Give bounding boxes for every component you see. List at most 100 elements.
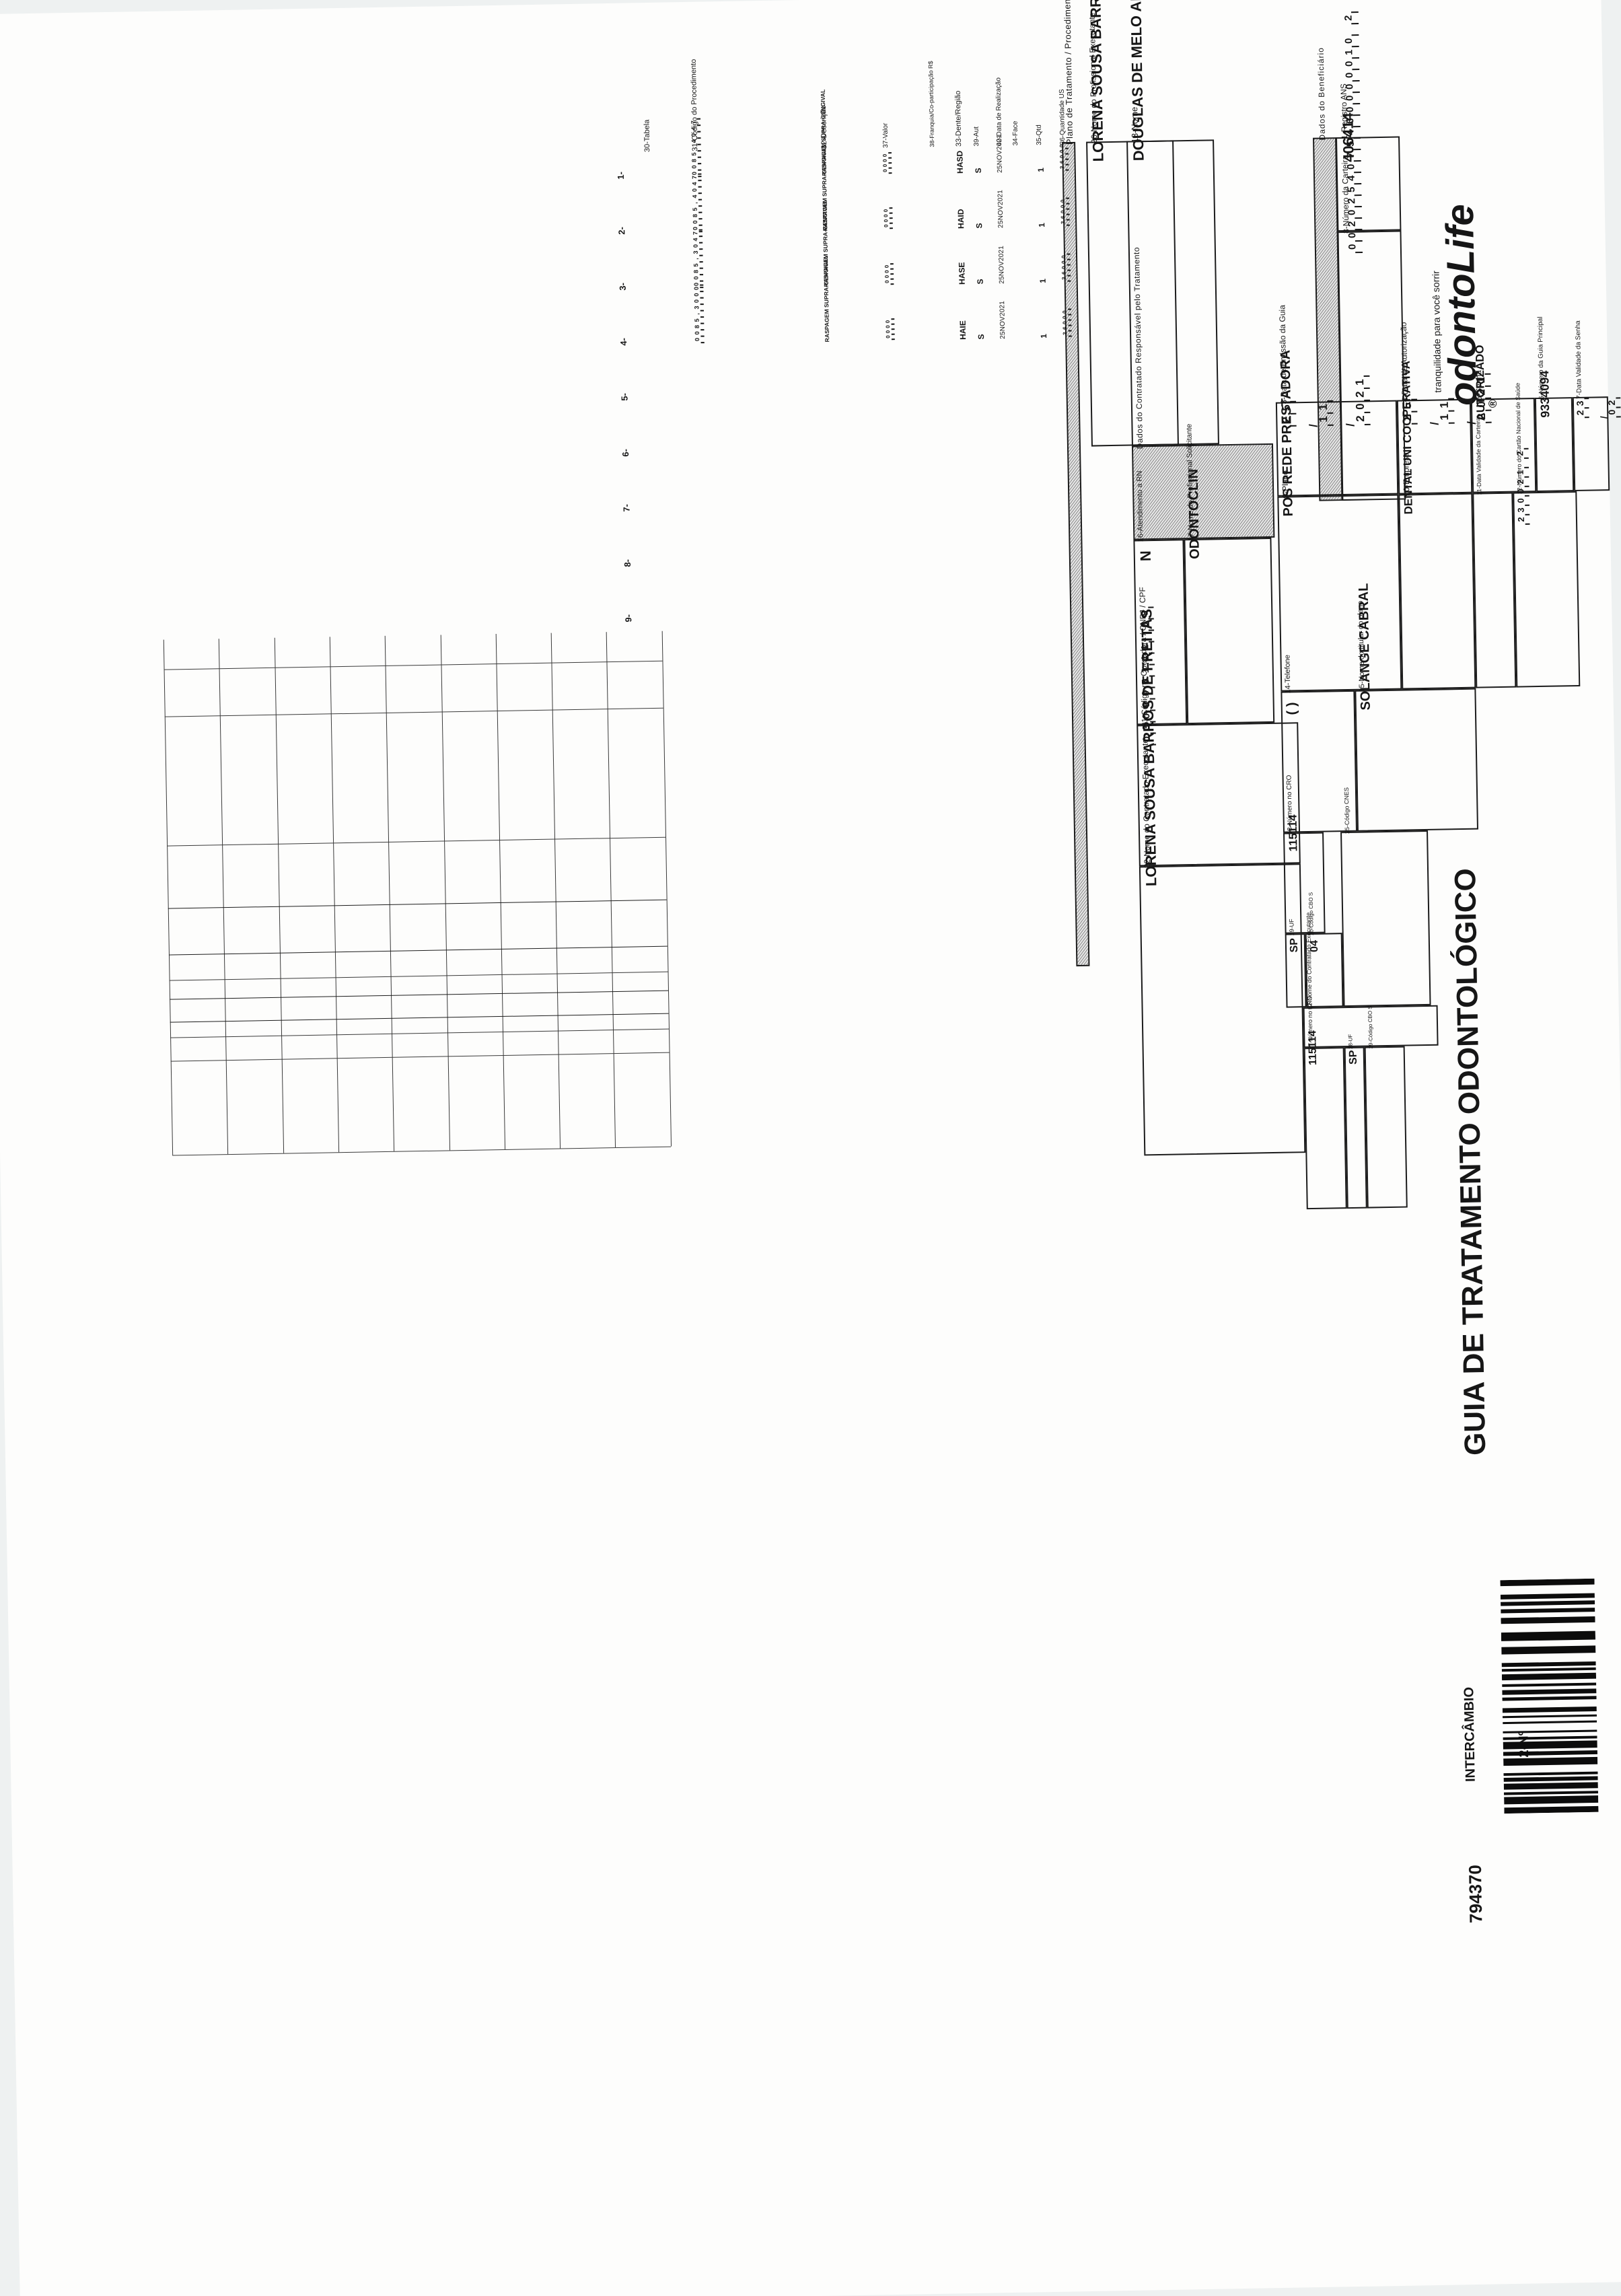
svg-text:0: 0 <box>1058 149 1065 153</box>
svg-text:3: 3 <box>1516 507 1526 512</box>
svg-text:7: 7 <box>691 176 698 179</box>
svg-text:0: 0 <box>691 188 698 192</box>
svg-text:,: , <box>692 258 699 260</box>
svg-text:2: 2 <box>1342 15 1354 21</box>
svg-text:1: 1 <box>1438 414 1451 421</box>
svg-text:0: 0 <box>1345 164 1357 170</box>
svg-text:0: 0 <box>1515 489 1525 493</box>
svg-text:0: 0 <box>1354 403 1367 410</box>
svg-text:8: 8 <box>690 159 697 162</box>
svg-text:6: 6 <box>1060 215 1066 219</box>
svg-text:0: 0 <box>1344 83 1355 89</box>
svg-text:0: 0 <box>1346 244 1358 250</box>
svg-text:0: 0 <box>885 320 891 323</box>
svg-text:0: 0 <box>885 325 891 328</box>
svg-text:3: 3 <box>692 250 699 254</box>
svg-text:1: 1 <box>1515 470 1525 474</box>
svg-text:4: 4 <box>691 195 698 199</box>
svg-text:1: 1 <box>1353 379 1366 386</box>
svg-text:0: 0 <box>1060 210 1066 213</box>
svg-text:5: 5 <box>690 152 697 155</box>
svg-text:0: 0 <box>694 338 700 341</box>
svg-text:0: 0 <box>692 244 699 248</box>
svg-text:0: 0 <box>883 214 889 217</box>
svg-text:7: 7 <box>692 231 698 235</box>
svg-text:2: 2 <box>1346 198 1357 204</box>
svg-text:7: 7 <box>690 120 696 124</box>
svg-text:5: 5 <box>692 208 698 211</box>
svg-text:1: 1 <box>1317 416 1330 423</box>
svg-text:7: 7 <box>1345 152 1357 158</box>
svg-text:0: 0 <box>693 299 700 303</box>
svg-text:6: 6 <box>1059 160 1065 164</box>
svg-text:8: 8 <box>692 270 699 273</box>
svg-text:4: 4 <box>692 238 698 241</box>
svg-text:0: 0 <box>884 275 890 278</box>
svg-text:0: 0 <box>1062 310 1068 314</box>
svg-text:6: 6 <box>1061 271 1067 274</box>
svg-text:0: 0 <box>884 279 890 283</box>
svg-text:2: 2 <box>1354 415 1367 422</box>
svg-text:4: 4 <box>1344 129 1356 135</box>
svg-text:0: 0 <box>883 209 889 212</box>
svg-text:0: 0 <box>1060 260 1067 263</box>
svg-text:4: 4 <box>690 127 697 130</box>
svg-text:0: 0 <box>1344 95 1356 101</box>
svg-text:0: 0 <box>1346 232 1358 238</box>
svg-text:8: 8 <box>694 325 700 328</box>
svg-text:3: 3 <box>1060 221 1066 224</box>
svg-text:5: 5 <box>1346 186 1357 192</box>
svg-text:0: 0 <box>1062 321 1068 324</box>
svg-text:0: 0 <box>882 159 888 162</box>
svg-text:0: 0 <box>1060 199 1066 203</box>
svg-text:0: 0 <box>1344 61 1355 67</box>
svg-text:2: 2 <box>1516 517 1526 522</box>
svg-text:0: 0 <box>692 276 699 279</box>
svg-text:,: , <box>692 203 698 205</box>
svg-text:1: 1 <box>1343 49 1355 55</box>
svg-text:0: 0 <box>1060 254 1067 258</box>
svg-text:,: , <box>690 147 697 149</box>
svg-text:2: 2 <box>1515 479 1525 484</box>
svg-text:3: 3 <box>693 306 700 309</box>
svg-text:0: 0 <box>885 330 891 333</box>
svg-text:2: 2 <box>1515 451 1525 456</box>
svg-text:0: 0 <box>1059 155 1065 158</box>
svg-text:0: 0 <box>1606 409 1617 415</box>
svg-text:5: 5 <box>692 263 699 266</box>
svg-text:0: 0 <box>882 169 888 172</box>
svg-text:1: 1 <box>1438 402 1451 408</box>
svg-text:0: 0 <box>690 133 697 137</box>
svg-text:6: 6 <box>1344 118 1356 124</box>
svg-text:0: 0 <box>1515 498 1525 503</box>
svg-text:0: 0 <box>883 219 889 222</box>
svg-text:0: 0 <box>1346 209 1357 215</box>
svg-text:0: 0 <box>884 264 890 268</box>
svg-text:0: 0 <box>882 153 888 157</box>
svg-text:0: 0 <box>694 331 700 334</box>
svg-text:0: 0 <box>1344 72 1355 78</box>
svg-text:1: 1 <box>1317 404 1330 410</box>
svg-text:0: 0 <box>693 287 700 290</box>
svg-text:5: 5 <box>694 318 700 322</box>
svg-text:0: 0 <box>1344 106 1356 112</box>
svg-text:0: 0 <box>1062 316 1068 319</box>
svg-text:0: 0 <box>882 164 888 167</box>
svg-text:3: 3 <box>1059 166 1065 169</box>
svg-text:3: 3 <box>1062 332 1068 335</box>
svg-text:6: 6 <box>1062 326 1068 330</box>
svg-text:3: 3 <box>1575 400 1585 406</box>
svg-text:4: 4 <box>690 139 697 143</box>
svg-text:0: 0 <box>884 269 890 273</box>
svg-text:0: 0 <box>885 335 891 338</box>
svg-text:0: 0 <box>1060 265 1067 268</box>
svg-text:2: 2 <box>1575 410 1585 415</box>
svg-text:8: 8 <box>692 214 698 217</box>
svg-text:2: 2 <box>1353 391 1366 398</box>
svg-text:2: 2 <box>1346 221 1358 227</box>
svg-text:4: 4 <box>691 182 698 186</box>
svg-text:0: 0 <box>1060 205 1066 208</box>
svg-text:0: 0 <box>883 224 889 227</box>
svg-text:0: 0 <box>693 293 700 296</box>
svg-text:0: 0 <box>691 165 698 168</box>
